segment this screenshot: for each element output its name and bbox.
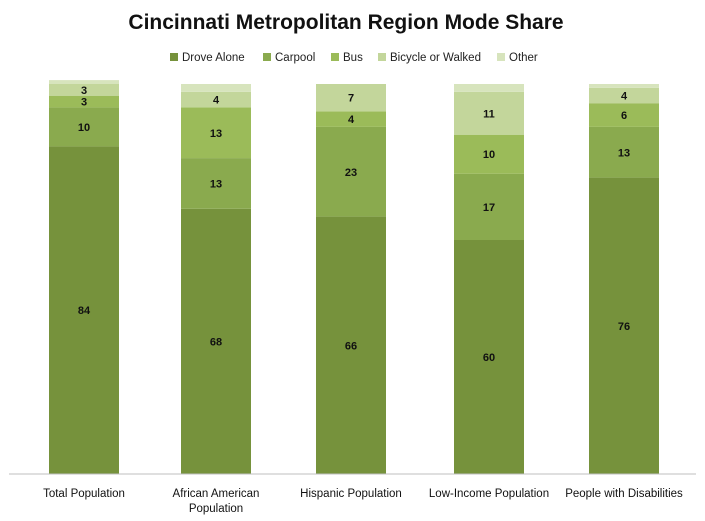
plot-area: 84 10 33 68 13 13 4 66 23 4 7 60 17 10 11 76 13 6 4 xyxy=(49,80,659,475)
data-label: 13 xyxy=(210,128,222,140)
bar-segment xyxy=(49,107,119,147)
data-label: 11 xyxy=(483,108,495,120)
bar-stack-3: 60 17 10 11 xyxy=(454,84,524,474)
data-label: 17 xyxy=(483,202,495,214)
data-label: 13 xyxy=(210,178,222,190)
bar-segment xyxy=(181,91,251,108)
legend-swatch xyxy=(497,53,505,61)
bar-segment xyxy=(316,126,386,217)
category-label: African American Population xyxy=(173,488,260,515)
data-label: 10 xyxy=(483,149,495,161)
legend-label: Drove Alone xyxy=(182,52,245,64)
legend-item-0: Drove Alone xyxy=(170,52,245,64)
legend-item-4: Other xyxy=(497,52,538,64)
data-label: 3 xyxy=(81,85,87,97)
bar-segment xyxy=(49,80,119,84)
bar-segment xyxy=(589,103,659,127)
data-label: 4 xyxy=(213,95,220,107)
data-label: 66 xyxy=(345,340,357,352)
bar-segment xyxy=(589,177,659,474)
bar-segment xyxy=(454,134,524,174)
data-label: 7 xyxy=(348,93,354,105)
bar-segment xyxy=(181,84,251,92)
bar-segment xyxy=(454,173,524,240)
bar-segment xyxy=(316,216,386,474)
legend-label: Carpool xyxy=(275,52,315,64)
data-label: 23 xyxy=(345,167,357,179)
bar-segment xyxy=(589,126,659,178)
category-labels: Total Population African American Populati… xyxy=(43,488,683,515)
bar-segment xyxy=(454,240,524,474)
legend-swatch xyxy=(331,53,339,61)
bar-segment xyxy=(181,107,251,159)
legend-swatch xyxy=(170,53,178,61)
data-label: 76 xyxy=(618,321,630,333)
bar-segment xyxy=(49,95,119,108)
bar-segment xyxy=(181,158,251,209)
legend-item-2: Bus xyxy=(331,52,363,64)
bar-segment xyxy=(589,84,659,88)
bar-segment xyxy=(181,208,251,475)
bar-stack-0: 84 10 33 xyxy=(49,80,119,474)
data-label: 60 xyxy=(483,352,495,364)
data-label: 10 xyxy=(78,122,90,134)
bar-stack-1: 68 13 13 4 xyxy=(181,84,251,475)
chart-title: Cincinnati Metropolitan Region Mode Shar… xyxy=(128,11,563,34)
data-label: 84 xyxy=(78,305,91,317)
data-label: 68 xyxy=(210,336,222,348)
category-label: Low-Income Population xyxy=(429,488,549,500)
category-label: Total Population xyxy=(43,488,125,500)
category-label: People with Disabilities xyxy=(565,488,683,500)
legend-label: Bus xyxy=(343,52,363,64)
bar-segment xyxy=(589,87,659,104)
bar-segment xyxy=(316,84,386,112)
data-label: 13 xyxy=(618,147,630,159)
legend-item-1: Carpool xyxy=(263,52,315,64)
bar-stack-4: 76 13 6 4 xyxy=(589,84,659,474)
bar-segment xyxy=(49,146,119,474)
bar-segment xyxy=(454,91,524,135)
legend: Drove Alone Carpool Bus Bicycle or Walked Ot… xyxy=(170,52,538,64)
data-label: 6 xyxy=(621,110,627,122)
legend-label: Bicycle or Walked xyxy=(390,52,481,64)
category-label: Hispanic Population xyxy=(300,488,402,500)
bar-segment xyxy=(316,111,386,127)
bar-stack-2: 66 23 4 7 xyxy=(316,84,386,474)
bar-segment xyxy=(454,84,524,92)
legend-swatch xyxy=(263,53,271,61)
legend-label: Other xyxy=(509,52,538,64)
legend-item-3: Bicycle or Walked xyxy=(378,52,481,64)
legend-swatch xyxy=(378,53,386,61)
bar-segment xyxy=(49,84,119,96)
data-label: 4 xyxy=(621,91,628,103)
data-label: 4 xyxy=(348,114,355,126)
data-label: 3 xyxy=(81,97,87,109)
